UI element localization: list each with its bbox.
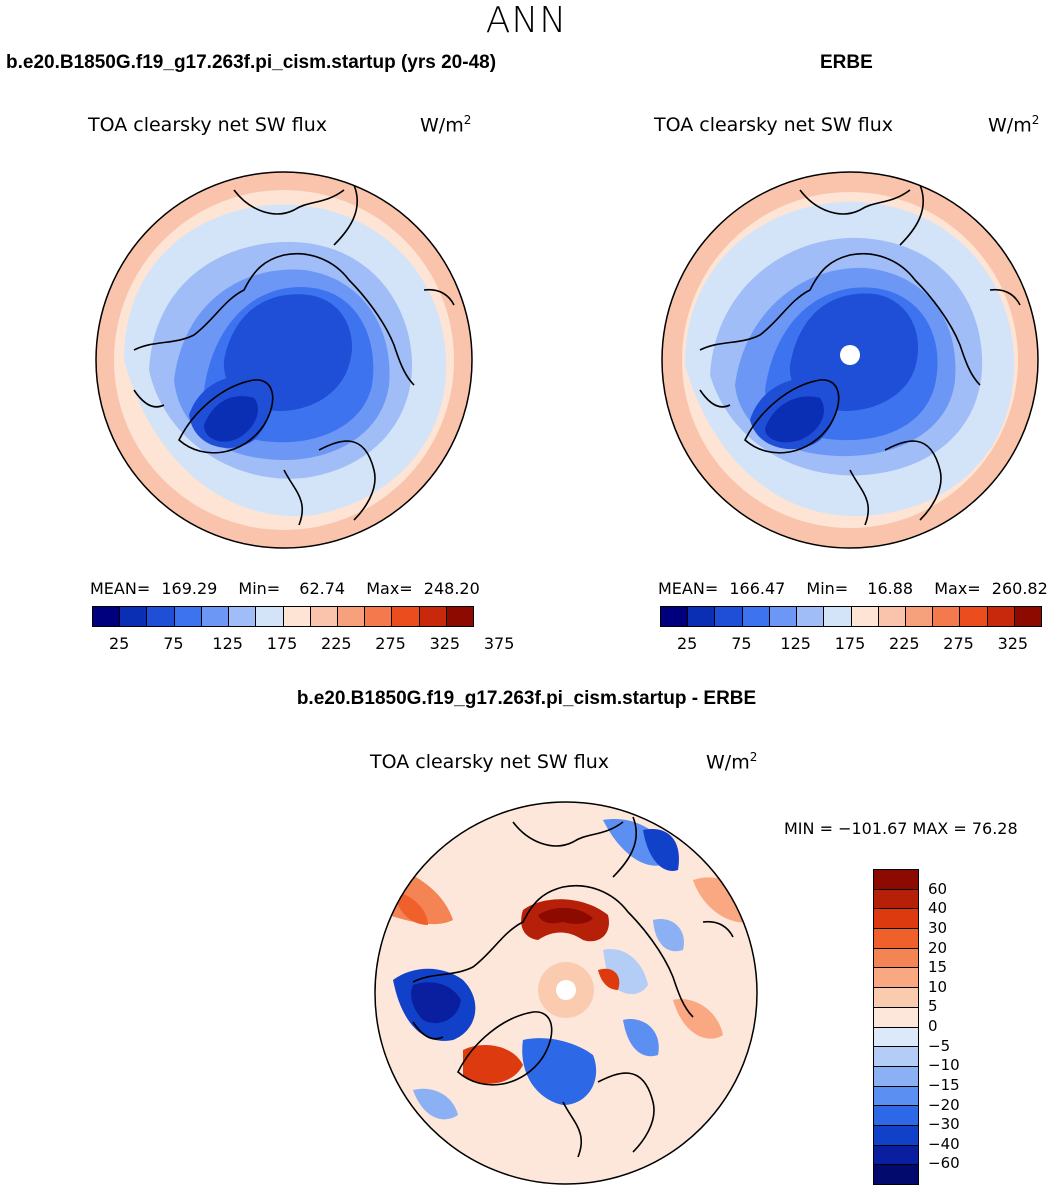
diff-polar-map bbox=[374, 801, 758, 1185]
colorbar-tick-label: 375 bbox=[1052, 634, 1053, 653]
colorbar-swatch bbox=[878, 607, 906, 626]
colorbar-swatch bbox=[960, 607, 988, 626]
colorbar-tick-label: 0 bbox=[928, 1017, 938, 1035]
model-colorbar bbox=[92, 606, 474, 627]
colorbar-tick-label: 325 bbox=[429, 634, 461, 653]
model-polar-map bbox=[95, 171, 473, 549]
colorbar-tick-label: 5 bbox=[928, 997, 938, 1016]
diff-field-label: TOA clearsky net SW flux bbox=[370, 751, 610, 773]
colorbar-swatch bbox=[987, 607, 1015, 626]
colorbar-swatch bbox=[851, 607, 879, 626]
colorbar-tick-label: 175 bbox=[266, 634, 298, 653]
colorbar-swatch bbox=[769, 607, 798, 626]
diff-panel-title: b.e20.B1850G.f19_g17.263f.pi_cism.startu… bbox=[296, 688, 757, 709]
colorbar-swatch bbox=[201, 607, 230, 626]
colorbar-swatch bbox=[283, 607, 311, 626]
colorbar-tick-label: −10 bbox=[928, 1056, 960, 1075]
colorbar-tick-label: 25 bbox=[676, 634, 698, 653]
colorbar-tick-label: 75 bbox=[731, 634, 752, 653]
colorbar-tick-label: −30 bbox=[928, 1115, 960, 1134]
colorbar-swatch bbox=[874, 968, 918, 989]
colorbar-swatch bbox=[874, 1165, 918, 1184]
colorbar-swatch bbox=[688, 607, 716, 626]
model-colorbar-labels: 25 75 125 175 225 275 325 375 bbox=[92, 634, 514, 654]
colorbar-swatch bbox=[392, 607, 420, 626]
colorbar-tick-label: 30 bbox=[928, 918, 948, 937]
colorbar-swatch bbox=[874, 1125, 918, 1146]
obs-colorbar bbox=[660, 606, 1042, 627]
colorbar-tick-label: 325 bbox=[997, 634, 1029, 653]
page-title: ANN bbox=[485, 0, 568, 41]
colorbar-tick-label: −15 bbox=[928, 1075, 960, 1094]
colorbar-tick-label: 75 bbox=[163, 634, 184, 653]
colorbar-swatch bbox=[715, 607, 743, 626]
colorbar-tick-label: −5 bbox=[928, 1036, 951, 1055]
colorbar-swatch bbox=[742, 607, 770, 626]
colorbar-swatch bbox=[874, 1106, 918, 1126]
colorbar-swatch bbox=[905, 607, 934, 626]
colorbar-tick-label: 225 bbox=[889, 634, 920, 653]
colorbar-swatch bbox=[120, 607, 148, 626]
diff-min-max: MIN = −101.67 MAX = 76.28 bbox=[784, 819, 1018, 838]
colorbar-swatch bbox=[874, 1086, 918, 1107]
colorbar-swatch bbox=[229, 607, 257, 626]
colorbar-swatch bbox=[824, 607, 852, 626]
colorbar-tick-label: 275 bbox=[375, 634, 406, 653]
model-units: W/m2 bbox=[420, 113, 472, 137]
colorbar-swatch bbox=[365, 607, 393, 626]
colorbar-tick-label: 10 bbox=[928, 977, 948, 996]
colorbar-swatch bbox=[933, 607, 961, 626]
model-panel-title: b.e20.B1850G.f19_g17.263f.pi_cism.startu… bbox=[6, 52, 497, 73]
colorbar-swatch bbox=[174, 607, 202, 626]
model-stats: MEAN= 169.29 Min= 62.74 Max= 248.20 bbox=[90, 579, 480, 598]
diff-colorbar bbox=[873, 869, 919, 1185]
colorbar-swatch bbox=[874, 988, 918, 1008]
colorbar-swatch bbox=[446, 607, 474, 626]
obs-field-label: TOA clearsky net SW flux bbox=[654, 114, 894, 136]
colorbar-swatch bbox=[310, 607, 338, 626]
colorbar-tick-label: 275 bbox=[943, 634, 974, 653]
obs-stats: MEAN= 166.47 Min= 16.88 Max= 260.82 bbox=[658, 579, 1048, 598]
obs-panel-title: ERBE bbox=[820, 52, 873, 73]
colorbar-tick-label: 15 bbox=[928, 958, 948, 977]
diff-colorbar-labels: 60 40 30 20 15 10 5 0 −5 −10 −15 −20 −30 −40 −60 bbox=[928, 869, 988, 1183]
colorbar-tick-label: 375 bbox=[483, 634, 515, 653]
colorbar-swatch bbox=[661, 607, 689, 626]
colorbar-swatch bbox=[874, 948, 918, 969]
colorbar-swatch bbox=[874, 1027, 918, 1048]
colorbar-tick-label: 125 bbox=[780, 634, 811, 653]
colorbar-swatch bbox=[874, 889, 918, 910]
colorbar-swatch bbox=[874, 1007, 918, 1028]
colorbar-tick-label: 20 bbox=[928, 938, 948, 957]
colorbar-swatch bbox=[337, 607, 366, 626]
colorbar-swatch bbox=[874, 1047, 918, 1067]
colorbar-tick-label: −60 bbox=[928, 1154, 960, 1173]
colorbar-tick-label: 60 bbox=[928, 879, 948, 898]
colorbar-swatch bbox=[256, 607, 284, 626]
colorbar-swatch bbox=[93, 607, 121, 626]
colorbar-swatch bbox=[1014, 607, 1042, 626]
obs-polar-map bbox=[661, 171, 1039, 549]
colorbar-swatch bbox=[797, 607, 825, 626]
colorbar-swatch bbox=[874, 1145, 918, 1166]
colorbar-swatch bbox=[147, 607, 175, 626]
colorbar-swatch bbox=[874, 909, 918, 930]
colorbar-tick-label: 40 bbox=[928, 899, 948, 918]
diff-units: W/m2 bbox=[706, 750, 758, 774]
colorbar-tick-label: −40 bbox=[928, 1134, 960, 1153]
colorbar-tick-label: −20 bbox=[928, 1095, 960, 1114]
colorbar-tick-label: 225 bbox=[321, 634, 352, 653]
colorbar-tick-label: 175 bbox=[834, 634, 866, 653]
colorbar-swatch bbox=[874, 870, 918, 890]
colorbar-swatch bbox=[874, 1066, 918, 1087]
colorbar-swatch bbox=[419, 607, 447, 626]
colorbar-swatch bbox=[874, 929, 918, 949]
model-field-label: TOA clearsky net SW flux bbox=[88, 114, 328, 136]
obs-colorbar-labels: 25 75 125 175 225 275 325 375 bbox=[660, 634, 1053, 654]
obs-units: W/m2 bbox=[988, 113, 1040, 137]
colorbar-tick-label: 125 bbox=[212, 634, 243, 653]
colorbar-tick-label: 25 bbox=[108, 634, 130, 653]
